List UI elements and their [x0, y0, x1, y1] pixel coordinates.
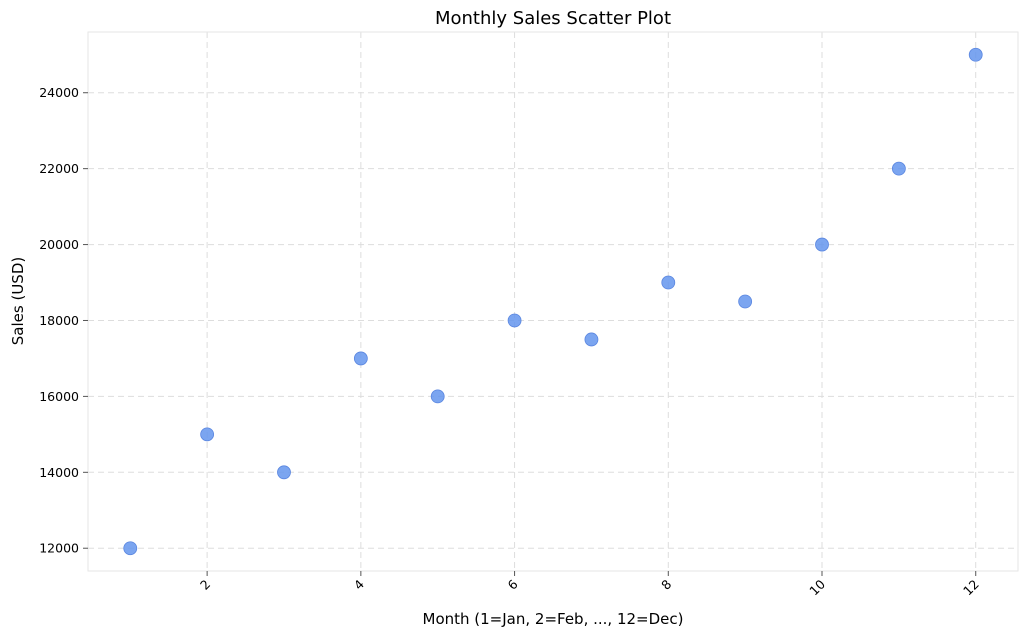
data-point [815, 237, 829, 252]
data-point [430, 389, 445, 404]
data-point [584, 332, 599, 347]
data-point [353, 351, 368, 366]
data-point [123, 541, 138, 556]
grid-lines [88, 32, 1018, 571]
y-tick-label: 18000 [39, 313, 79, 328]
data-point [738, 294, 753, 309]
data-point [277, 465, 291, 480]
y-tick-label: 20000 [39, 237, 79, 252]
data-point [200, 427, 215, 442]
y-tick-label: 12000 [39, 541, 79, 556]
chart-title: Monthly Sales Scatter Plot [435, 8, 671, 29]
y-tick-label: 14000 [39, 465, 79, 480]
data-point [891, 161, 906, 176]
y-axis-label: Sales (USD) [9, 257, 27, 345]
x-axis-label: Month (1=Jan, 2=Feb, ..., 12=Dec) [423, 610, 684, 628]
data-point [507, 313, 522, 328]
y-tick-label: 16000 [39, 389, 79, 404]
data-point [968, 47, 983, 62]
y-tick-label: 22000 [39, 161, 79, 176]
plot-frame [87, 31, 1019, 572]
data-point [661, 275, 676, 290]
data-points [123, 47, 983, 556]
y-tick-label: 24000 [39, 85, 79, 100]
